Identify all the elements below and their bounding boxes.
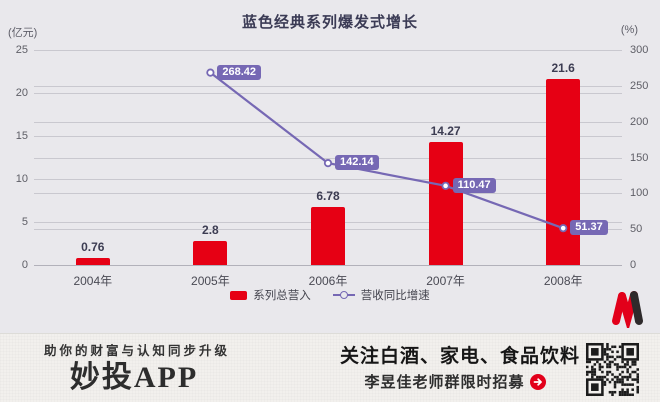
line-marker — [206, 68, 215, 77]
bar-series-swatch — [230, 290, 248, 300]
revenue-bar — [75, 258, 110, 265]
chart-legend: 系列总营入 营收同比增速 — [0, 287, 660, 303]
legend-label-revenue: 系列总营入 — [253, 290, 311, 302]
growth-value-badge: 51.37 — [570, 220, 608, 236]
gridline — [34, 136, 622, 137]
chart-title: 蓝色经典系列爆发式增长 — [241, 14, 418, 31]
promo-subtitle-text: 李昱佳老师群限时招募 — [364, 374, 525, 391]
left-axis-tick: 25 — [15, 44, 28, 56]
promo-title: 关注白酒、家电、食品饮料 — [340, 346, 581, 367]
revenue-bar — [311, 206, 345, 265]
legend-label-growth: 营收同比增速 — [360, 290, 430, 302]
promo-subtitle: 李昱佳老师群限时招募 — [340, 371, 570, 392]
left-axis-tick: 10 — [15, 173, 28, 185]
bar-value-label: 0.76 — [81, 240, 105, 255]
gridline — [34, 121, 622, 123]
growth-value-badge: 110.47 — [452, 177, 496, 193]
bar-value-label: 21.6 — [551, 61, 575, 76]
x-axis-tick: 2008年 — [543, 274, 583, 288]
qr-code — [586, 343, 639, 396]
footer-tagline: 助你的财富与认知同步升级 — [44, 344, 231, 358]
legend-item-growth: 营收同比增速 — [332, 287, 430, 303]
left-axis-tick: 15 — [15, 130, 28, 142]
x-axis-tick: 2007年 — [426, 274, 465, 288]
arrow-right-icon — [529, 373, 546, 390]
line-series-swatch — [332, 291, 355, 299]
line-marker — [441, 181, 450, 190]
right-axis-tick: 50 — [630, 223, 643, 236]
plot-area: 0.76 2.8 6.78 14.27 21.6 268.42 142.14 110.47 51… — [34, 50, 622, 266]
legend-item-revenue: 系列总营入 — [230, 287, 311, 303]
gridline — [34, 193, 622, 195]
left-axis-unit: (亿元) — [8, 27, 38, 39]
right-axis-tick: 300 — [630, 44, 649, 56]
gridline — [34, 50, 622, 51]
growth-line — [206, 68, 568, 233]
brand-name: 妙投APP — [69, 361, 199, 394]
gridline — [34, 179, 622, 180]
left-axis-tick: 0 — [21, 259, 28, 271]
footer-banner: 助你的财富与认知同步升级 妙投APP 关注白酒、家电、食品饮料 李昱佳老师群限时… — [0, 333, 660, 402]
gridline — [34, 85, 622, 87]
revenue-bar — [428, 142, 463, 265]
miaotou-m-logo — [612, 291, 643, 328]
right-axis-unit: (%) — [620, 24, 638, 36]
growth-value-badge: 142.14 — [335, 155, 379, 171]
right-axis-tick: 250 — [630, 79, 649, 92]
left-axis-tick: 20 — [15, 87, 28, 99]
x-axis-tick: 2006年 — [308, 274, 348, 288]
left-axis-tick: 5 — [21, 216, 28, 228]
right-axis-tick: 150 — [630, 151, 649, 164]
bar-value-label: 14.27 — [430, 124, 461, 139]
bar-value-label: 6.78 — [316, 188, 340, 203]
line-marker — [323, 159, 333, 168]
gridline — [34, 265, 622, 266]
bar-value-label: 2.8 — [202, 222, 219, 237]
x-axis-tick: 2004年 — [73, 274, 113, 288]
revenue-bar — [193, 240, 228, 265]
line-marker — [559, 224, 568, 233]
growth-value-badge: 268.42 — [217, 64, 262, 80]
right-axis-tick: 200 — [630, 115, 649, 128]
gridline — [34, 157, 622, 159]
gridline — [34, 93, 622, 94]
x-axis-tick: 2005年 — [191, 274, 230, 288]
right-axis-tick: 100 — [630, 187, 649, 200]
right-axis-tick: 0 — [630, 259, 637, 271]
